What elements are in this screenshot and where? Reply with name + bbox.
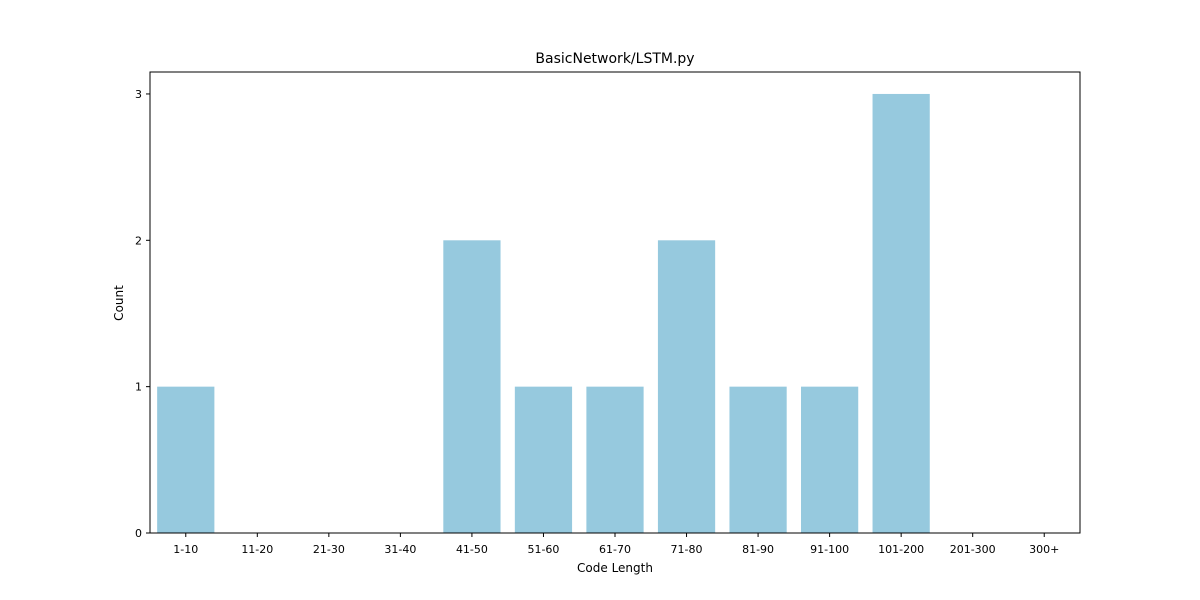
y-tick-label: 1 (135, 381, 142, 394)
bar-91-100 (801, 387, 858, 533)
bar-101-200 (873, 94, 930, 533)
bar-81-90 (729, 387, 786, 533)
y-tick-label: 0 (135, 527, 142, 540)
x-tick-label: 300+ (1029, 543, 1059, 556)
x-tick-label: 71-80 (671, 543, 703, 556)
x-tick-label: 91-100 (810, 543, 849, 556)
x-tick-label: 41-50 (456, 543, 488, 556)
y-axis: 0 1 2 3 (135, 88, 150, 540)
x-tick-label: 61-70 (599, 543, 631, 556)
x-tick-label: 21-30 (313, 543, 345, 556)
chart-title: BasicNetwork/LSTM.py (535, 51, 694, 67)
x-axis-label: Code Length (577, 561, 653, 575)
bar-1-10 (157, 387, 214, 533)
bar-51-60 (515, 387, 572, 533)
x-tick-label: 1-10 (173, 543, 198, 556)
x-tick-label: 11-20 (241, 543, 273, 556)
x-tick-label: 51-60 (527, 543, 559, 556)
bar-41-50 (443, 240, 500, 533)
x-tick-label: 31-40 (384, 543, 416, 556)
x-tick-label: 81-90 (742, 543, 774, 556)
bars-group (157, 94, 930, 533)
bar-71-80 (658, 240, 715, 533)
x-tick-label: 101-200 (878, 543, 924, 556)
y-tick-label: 2 (135, 234, 142, 247)
bar-61-70 (586, 387, 643, 533)
x-tick-label: 201-300 (950, 543, 996, 556)
x-axis: 1-10 11-20 21-30 31-40 41-50 51-60 61-70 71-80 8… (173, 533, 1059, 556)
y-axis-label: Count (112, 285, 126, 321)
y-tick-label: 3 (135, 88, 142, 101)
